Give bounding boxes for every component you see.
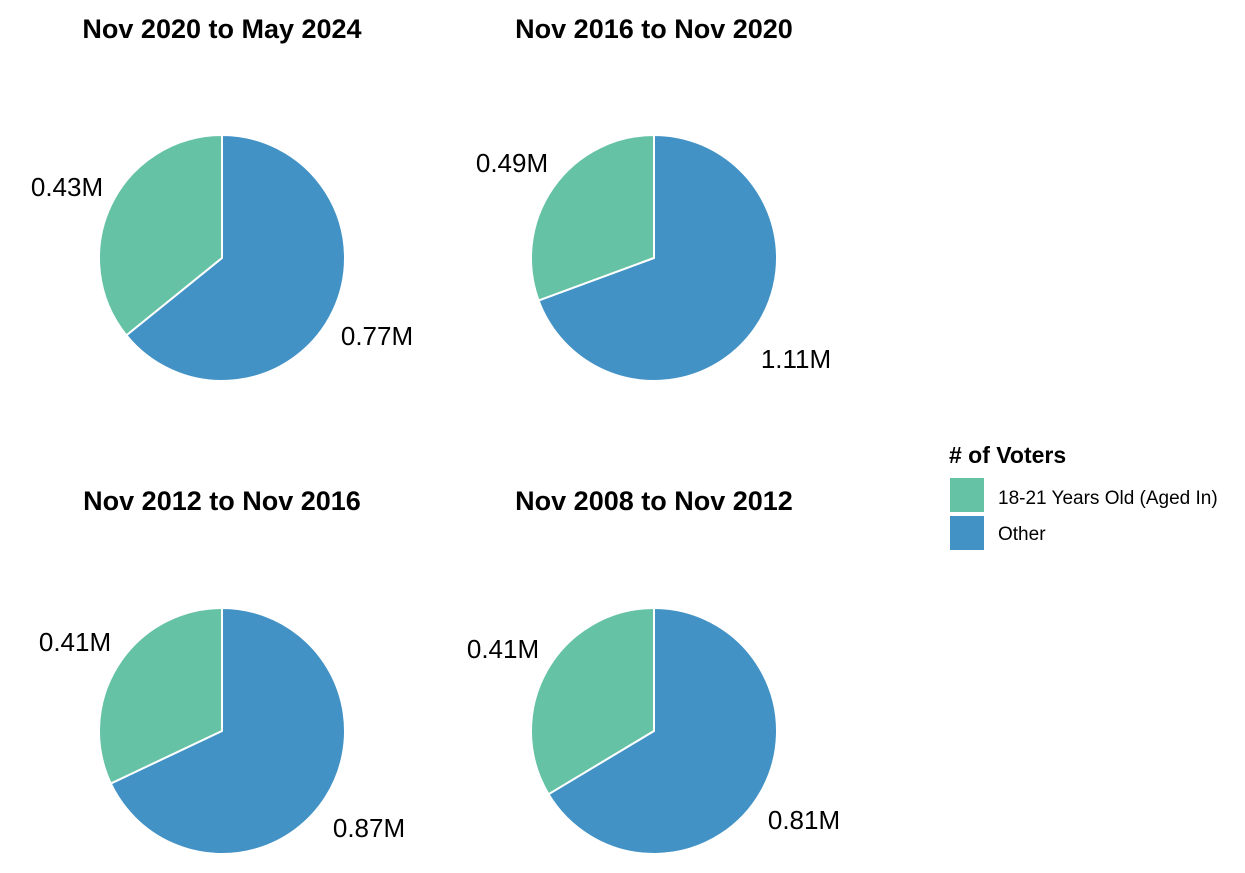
slice-label-aged-in: 0.43M xyxy=(31,172,103,202)
slice-label-other: 0.87M xyxy=(333,813,405,843)
pie-slice-aged-in xyxy=(98,606,223,785)
pie-slices xyxy=(98,606,346,855)
pie-title: Nov 2016 to Nov 2020 xyxy=(515,14,793,44)
pie-title: Nov 2020 to May 2024 xyxy=(82,14,361,44)
legend-title: # of Voters xyxy=(949,442,1066,468)
slice-label-aged-in: 0.49M xyxy=(476,148,548,178)
pie-panel: Nov 2012 to Nov 2016 0.41M 0.87M xyxy=(39,486,405,855)
pie-slice-other xyxy=(109,606,346,855)
pie-slices xyxy=(530,133,778,382)
pie-panel: Nov 2016 to Nov 2020 0.49M 1.11M xyxy=(476,14,831,382)
pie-slices xyxy=(98,133,346,382)
legend-label-other: Other xyxy=(998,524,1046,545)
pie-title: Nov 2008 to Nov 2012 xyxy=(515,486,793,516)
pie-slice-aged-in xyxy=(98,133,223,337)
pie-title: Nov 2012 to Nov 2016 xyxy=(83,486,361,516)
slice-label-other: 0.81M xyxy=(768,805,840,835)
pie-panel: Nov 2008 to Nov 2012 0.41M 0.81M xyxy=(467,486,840,855)
legend-swatch-aged-in xyxy=(950,478,984,512)
slice-label-other: 1.11M xyxy=(761,344,831,374)
pie-slice-other xyxy=(537,133,778,382)
slice-label-aged-in: 0.41M xyxy=(467,634,539,664)
pie-slices xyxy=(530,606,778,855)
slice-label-aged-in: 0.41M xyxy=(39,627,111,657)
pie-panel: Nov 2020 to May 2024 0.43M 0.77M xyxy=(31,14,413,382)
pie-slice-aged-in xyxy=(530,133,655,302)
pie-slice-other xyxy=(125,133,346,382)
slice-label-other: 0.77M xyxy=(341,321,413,351)
legend: # of Voters 18-21 Years Old (Aged In) Ot… xyxy=(949,442,1218,550)
legend-swatch-other xyxy=(950,516,984,550)
legend-label-aged-in: 18-21 Years Old (Aged In) xyxy=(998,488,1218,509)
pie-slice-other xyxy=(547,606,778,855)
pie-slice-aged-in xyxy=(530,606,655,796)
